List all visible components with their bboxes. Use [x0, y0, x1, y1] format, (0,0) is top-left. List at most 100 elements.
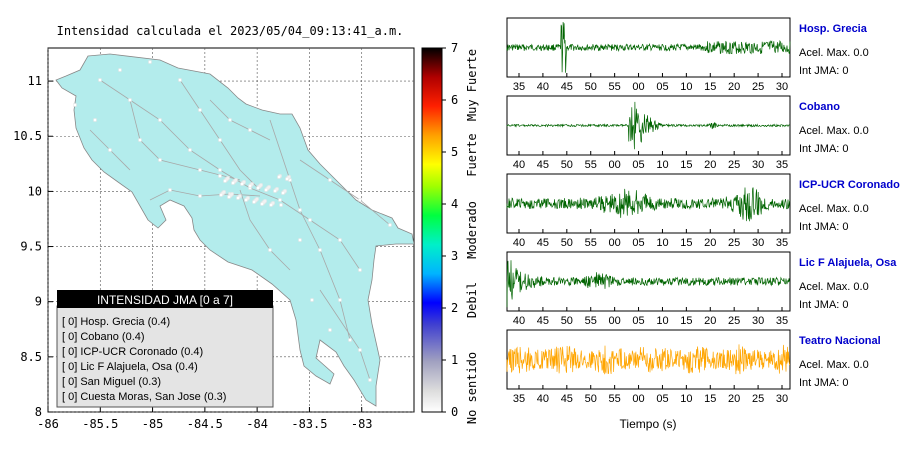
legend-header	[57, 290, 273, 308]
colorbar: 0 1 2 3 4 5 6 7 No sentido Debil Moderado Fuerte Mu…	[421, 41, 479, 424]
waveform-panel: 40 45 50 55 00 05 10 15 20 25 30 35 Cobano Acel. Max.…	[506, 95, 869, 171]
waveform-tick-label: 40	[513, 237, 525, 249]
town-marker	[310, 298, 314, 302]
town-marker	[298, 208, 302, 212]
waveform-tick-label: 00	[609, 237, 621, 249]
waveform-panel: 35 40 45 50 55 00 05 10 15 20 25 30 Teatro Nacional A…	[506, 329, 881, 405]
waveform-tick-label: 15	[680, 237, 692, 249]
town-marker	[338, 238, 342, 242]
town-marker	[198, 168, 202, 172]
station-jma: Int JMA: 0	[799, 299, 849, 311]
town-marker	[248, 128, 252, 132]
colorbar-gradient	[421, 47, 443, 413]
waveform-tick-label: 10	[656, 315, 668, 327]
waveform-tick-label: 05	[656, 393, 668, 405]
waveform-tick-label: 15	[704, 81, 716, 93]
map-x-tick-label: -84.5	[187, 417, 223, 431]
town-marker	[218, 174, 222, 178]
map-x-tick-label: -86	[37, 417, 59, 431]
town-marker	[198, 108, 202, 112]
map-x-tick-label: -83.5	[291, 417, 327, 431]
town-marker	[279, 203, 283, 207]
waveform-tick-label: 10	[656, 237, 668, 249]
map-x-tick-label: -85.5	[82, 417, 118, 431]
waveform-tick-label: 25	[752, 81, 764, 93]
waveform-tick-label: 35	[513, 393, 525, 405]
waveform-tick-label: 45	[537, 315, 549, 327]
town-marker	[219, 193, 223, 197]
town-marker	[358, 198, 362, 202]
town-marker	[93, 118, 97, 122]
legend-items: [ 0] Hosp. Grecia (0.4) [ 0] Cobano (0.4)…	[62, 316, 226, 403]
waveform-tick-label: 55	[609, 81, 621, 93]
map-x-tick-label: -83	[351, 417, 373, 431]
town-marker	[218, 138, 222, 142]
waveform-tick-label: 55	[585, 315, 597, 327]
waveform-tick-label: 30	[752, 159, 764, 171]
waveform-tick-label: 10	[680, 81, 692, 93]
waveform-tick-label: 00	[609, 159, 621, 171]
waveform-tick-label: 25	[728, 159, 740, 171]
town-marker	[228, 118, 232, 122]
town-marker	[128, 98, 132, 102]
legend-item: [ 0] ICP-UCR Coronado (0.4)	[62, 346, 203, 358]
town-marker	[168, 188, 172, 192]
station-name: ICP-UCR Coronado	[799, 179, 900, 191]
colorbar-ticks: 0 1 2 3 4 5 6 7	[442, 41, 458, 419]
waveform-panels: 35 40 45 50 55 00 05 10 15 20 25 30 Hosp. Grecia Acel…	[506, 17, 900, 405]
town-marker	[98, 78, 102, 82]
waveform-tick-label: 20	[704, 237, 716, 249]
town-marker	[252, 200, 256, 204]
waveform-trace	[506, 21, 791, 73]
town-marker	[198, 194, 202, 198]
legend-title: INTENSIDAD JMA [0 a 7]	[97, 293, 233, 307]
town-marker	[277, 175, 281, 179]
waveform-tick-label: 45	[561, 81, 573, 93]
map-y-tick-label: 11	[28, 74, 42, 88]
map-y-tick-label: 10.5	[13, 129, 42, 143]
waveform-tick-label: 30	[776, 393, 788, 405]
map-y-tick-label: 9	[35, 295, 42, 309]
waveform-tick-label: 30	[752, 315, 764, 327]
town-marker	[278, 198, 282, 202]
waveform-tick-label: 55	[585, 237, 597, 249]
station-name: Teatro Nacional	[799, 335, 881, 347]
town-marker	[358, 268, 362, 272]
town-marker	[285, 177, 289, 181]
colorbar-tick-label: 3	[451, 249, 458, 263]
map-x-axis: -86 -85.5 -85 -84.5 -84 -83.5 -83	[37, 407, 373, 431]
waveform-tick-label: 45	[537, 237, 549, 249]
colorbar-category-label: Fuerte	[465, 133, 479, 176]
waveform-tick-label: 05	[632, 315, 644, 327]
waveform-tick-label: 05	[632, 237, 644, 249]
town-marker	[178, 78, 182, 82]
waveform-panel: 40 45 50 55 00 05 10 15 20 25 30 35 Lic F Alajuela, …	[506, 251, 897, 327]
station-name: Cobano	[799, 101, 840, 113]
intensity-legend: INTENSIDAD JMA [0 a 7] [ 0] Hosp. Grecia…	[56, 290, 274, 408]
waveform-tick-label: 25	[728, 315, 740, 327]
waveform-tick-label: 50	[561, 237, 573, 249]
town-marker	[269, 203, 273, 207]
waveform-tick-label: 30	[776, 81, 788, 93]
waveform-tick-label: 20	[728, 81, 740, 93]
town-marker	[328, 328, 332, 332]
waveform-panel: 40 45 50 55 00 05 10 15 20 25 30 35 ICP-UCR Coronado…	[506, 173, 900, 249]
town-marker	[268, 248, 272, 252]
waveform-tick-label: 45	[561, 393, 573, 405]
town-marker	[148, 60, 152, 64]
legend-item: [ 0] Cuesta Moras, San Jose (0.3)	[62, 391, 226, 403]
town-marker	[231, 181, 235, 185]
town-marker	[236, 196, 240, 200]
waveform-tick-label: 05	[632, 159, 644, 171]
legend-box	[56, 305, 274, 408]
waveform-tick-label: 10	[680, 393, 692, 405]
town-marker	[227, 195, 231, 199]
town-marker	[260, 202, 264, 206]
town-marker	[308, 218, 312, 222]
town-marker	[218, 168, 222, 172]
costa-rica-landmass	[55, 53, 414, 407]
town-marker	[256, 186, 260, 190]
town-marker	[158, 118, 162, 122]
legend-item: [ 0] Hosp. Grecia (0.4)	[62, 316, 170, 328]
waveform-tick-label: 50	[561, 159, 573, 171]
